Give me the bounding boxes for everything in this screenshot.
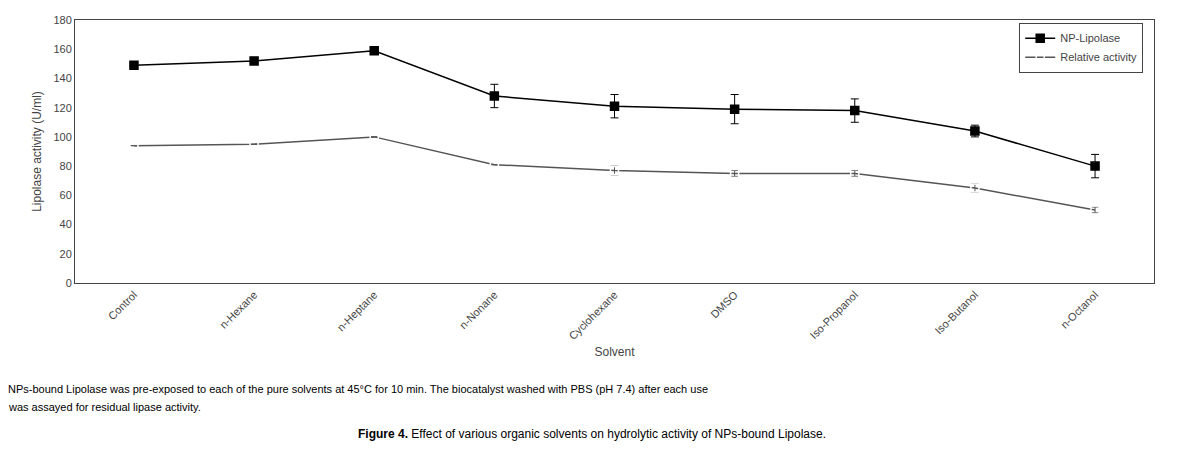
svg-text:180: 180 — [53, 14, 71, 26]
svg-text:Cyclohexane: Cyclohexane — [566, 289, 619, 342]
svg-text:140: 140 — [53, 72, 71, 84]
svg-text:100: 100 — [53, 131, 71, 143]
svg-text:Control: Control — [106, 289, 140, 323]
svg-text:NP-Lipolase: NP-Lipolase — [1060, 32, 1120, 44]
svg-text:160: 160 — [53, 43, 71, 55]
svg-text:Iso-Propanol: Iso-Propanol — [807, 289, 860, 342]
svg-text:Figure 4. Effect of various or: Figure 4. Effect of various organic solv… — [358, 427, 826, 441]
svg-text:DMSO: DMSO — [708, 288, 740, 320]
svg-text:was assayed for residual lipas: was assayed for residual lipase activity… — [8, 401, 201, 413]
svg-text:60: 60 — [60, 189, 72, 201]
svg-text:120: 120 — [53, 102, 71, 114]
svg-text:n-Nonane: n-Nonane — [457, 289, 500, 332]
svg-text:Lipolase activity (U/ml): Lipolase activity (U/ml) — [30, 91, 44, 212]
svg-text:NPs-bound Lipolase was pre-exp: NPs-bound Lipolase was pre-exposed to ea… — [8, 383, 708, 395]
svg-text:0: 0 — [66, 277, 72, 289]
svg-text:20: 20 — [60, 248, 72, 260]
svg-text:Iso-Butanol: Iso-Butanol — [932, 289, 980, 337]
svg-text:n-Hexane: n-Hexane — [217, 289, 259, 331]
svg-text:80: 80 — [60, 160, 72, 172]
svg-text:Solvent: Solvent — [594, 345, 635, 359]
svg-text:40: 40 — [60, 218, 72, 230]
svg-text:Relative activity: Relative activity — [1060, 51, 1137, 63]
svg-text:n-Octanol: n-Octanol — [1058, 289, 1100, 331]
svg-text:n-Heptane: n-Heptane — [335, 289, 380, 334]
